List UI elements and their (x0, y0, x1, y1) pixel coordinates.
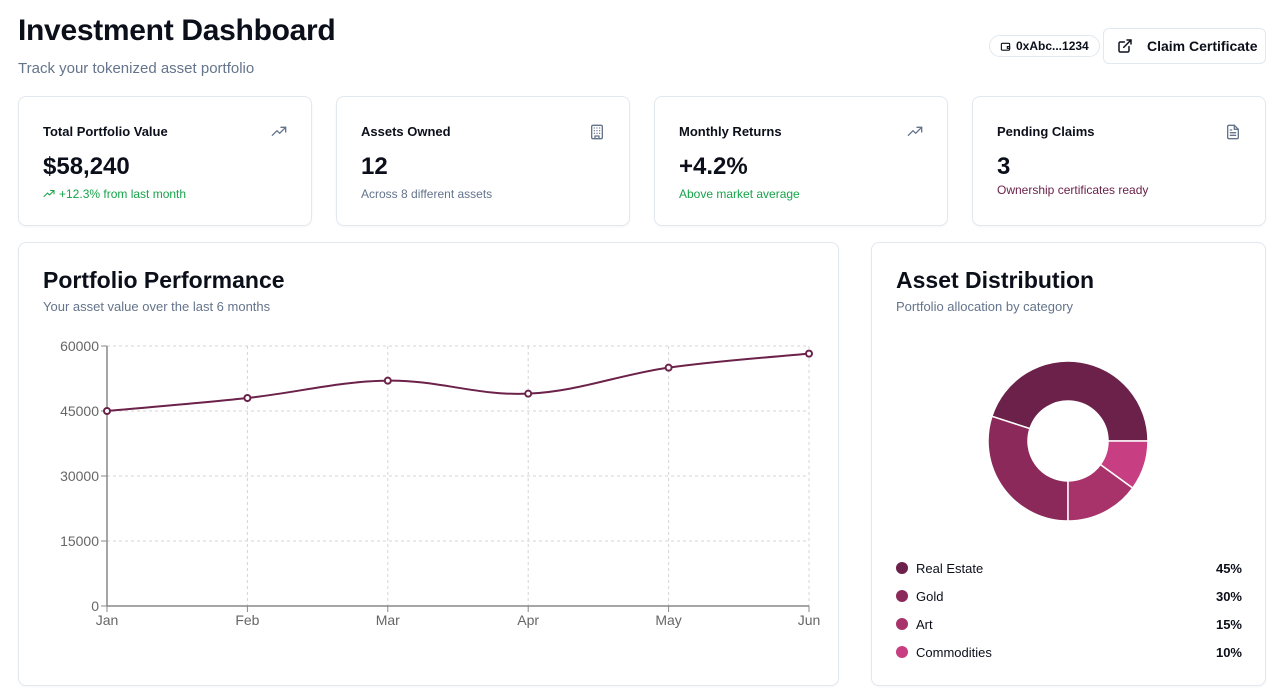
file-text-icon (1227, 124, 1239, 140)
legend-label: Real Estate (916, 560, 984, 576)
stat-label: Assets Owned (361, 124, 451, 139)
legend-item: Real Estate 45% (896, 558, 1242, 578)
stat-note: Across 8 different assets (361, 187, 493, 201)
legend-item: Art 15% (896, 614, 1242, 634)
data-point (103, 407, 111, 415)
stat-card-monthly-returns: Monthly Returns +4.2% Above market avera… (654, 96, 948, 226)
wallet-address: 0xAbc...1234 (1016, 39, 1089, 53)
panel-title: Asset Distribution (896, 267, 1095, 293)
x-tick-label: May (655, 612, 681, 628)
wallet-badge[interactable]: 0xAbc...1234 (989, 35, 1100, 57)
legend-label: Art (916, 616, 933, 632)
legend-swatch (896, 618, 908, 630)
x-tick-label: Jun (798, 612, 821, 628)
stat-value: $58,240 (43, 153, 130, 180)
stat-label: Monthly Returns (679, 124, 782, 139)
stat-card-portfolio-value: Total Portfolio Value $58,240 +12.3% fro… (18, 96, 312, 226)
claim-certificate-label: Claim Certificate (1147, 38, 1258, 54)
x-tick-label: Apr (517, 612, 539, 628)
data-point (524, 389, 533, 398)
data-point (664, 363, 673, 372)
trending-up-icon (907, 126, 923, 136)
data-point (805, 349, 813, 358)
data-point (243, 394, 252, 402)
legend-swatch (896, 590, 908, 602)
stat-card-pending-claims: Pending Claims 3 Ownership certificates … (972, 96, 1266, 226)
panel-subtitle: Portfolio allocation by category (896, 299, 1074, 314)
legend-value: 30% (1215, 588, 1242, 604)
panel-subtitle: Your asset value over the last 6 months (43, 299, 271, 314)
portfolio-performance-panel: Portfolio Performance Your asset value o… (18, 242, 839, 686)
wallet-icon (1000, 42, 1011, 51)
y-tick-label: 15000 (60, 533, 99, 549)
legend-value: 15% (1215, 616, 1242, 632)
asset-distribution-panel: Asset Distribution Portfolio allocation … (871, 242, 1266, 686)
data-point (383, 376, 392, 385)
stat-value: 3 (997, 153, 1011, 180)
stat-value: +4.2% (679, 153, 748, 180)
y-tick-label: 0 (91, 598, 99, 614)
panel-title: Portfolio Performance (43, 267, 285, 293)
legend-item: Gold 30% (896, 586, 1242, 606)
legend-value: 45% (1215, 560, 1242, 576)
stat-card-assets-owned: Assets Owned 12 Across 8 different asset… (336, 96, 630, 226)
stat-note-text: +12.3% from last month (59, 187, 187, 201)
stat-label: Total Portfolio Value (43, 124, 168, 139)
y-tick-label: 60000 (60, 338, 99, 354)
legend-swatch (896, 646, 908, 658)
building-icon (591, 124, 603, 140)
series-line (106, 352, 810, 412)
stat-label: Pending Claims (997, 124, 1095, 139)
x-tick-label: Jan (96, 612, 119, 628)
x-tick-label: Feb (235, 612, 259, 628)
stat-note: +12.3% from last month (43, 187, 186, 201)
legend-label: Commodities (916, 644, 992, 660)
trending-up-icon (271, 126, 287, 136)
y-tick-label: 30000 (60, 468, 99, 484)
legend-label: Gold (916, 588, 944, 604)
page-title: Investment Dashboard (18, 14, 336, 47)
stat-note: Above market average (679, 187, 800, 201)
legend-item: Commodities 10% (896, 642, 1242, 662)
stat-value: 12 (361, 153, 388, 180)
stat-note: Ownership certificates ready (997, 183, 1149, 197)
legend-swatch (896, 562, 908, 574)
external-link-icon (1118, 39, 1132, 53)
y-tick-label: 45000 (60, 403, 99, 419)
claim-certificate-button[interactable]: Claim Certificate (1103, 28, 1266, 64)
legend-value: 10% (1215, 644, 1242, 660)
trending-up-icon (43, 190, 55, 197)
x-tick-label: Mar (376, 612, 400, 628)
page-subtitle: Track your tokenized asset portfolio (18, 60, 255, 77)
